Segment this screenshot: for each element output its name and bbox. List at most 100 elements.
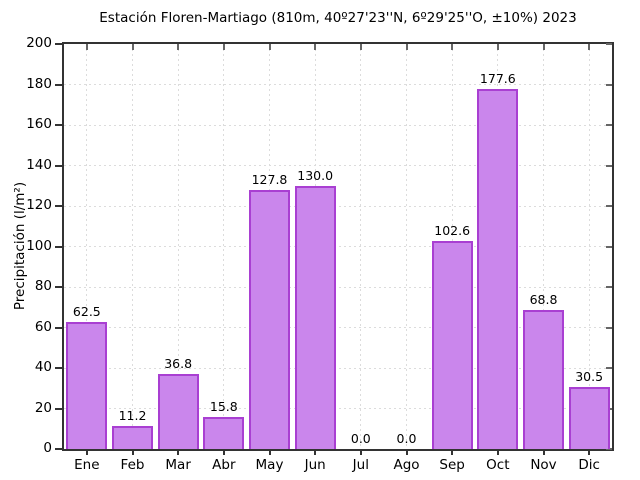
bar	[157, 374, 199, 449]
y-tick-right	[606, 164, 612, 167]
x-tick-label: Ene	[74, 457, 100, 473]
x-tick-top	[496, 44, 499, 50]
y-tick-left	[55, 43, 62, 45]
x-tick-label: Jul	[352, 457, 369, 473]
x-tick-label: Abr	[212, 457, 236, 473]
bar-value-label: 68.8	[529, 291, 558, 307]
y-tick-label: 160	[26, 116, 52, 132]
bar-value-label: 102.6	[434, 223, 471, 239]
y-tick-label: 120	[26, 197, 52, 213]
y-tick-label: 80	[34, 278, 52, 294]
y-tick-right	[606, 43, 612, 45]
bar-value-label: 0.0	[396, 431, 417, 446]
y-gridline	[64, 367, 612, 369]
y-tick-left	[55, 367, 62, 369]
x-tick-bottom	[496, 449, 499, 455]
y-tick-left	[55, 83, 62, 86]
bar	[431, 241, 473, 449]
x-tick-label: Feb	[120, 457, 145, 473]
x-tick-bottom	[85, 449, 88, 455]
y-tick-left	[55, 124, 62, 126]
y-gridline	[64, 84, 612, 85]
bar-value-label: 127.8	[251, 172, 288, 188]
y-tick-right	[606, 205, 612, 207]
y-tick-label: 0	[43, 440, 52, 456]
x-tick-top	[85, 44, 88, 50]
x-tick-label: Sep	[439, 457, 465, 473]
x-tick-bottom	[359, 449, 362, 455]
x-tick-label: Ago	[393, 457, 420, 473]
plot-area: 62.5 11.2 36.8 15.8 127.8 130.0 0.0 0.0 102.6 177…	[62, 42, 614, 451]
y-tick-left	[55, 164, 62, 167]
x-tick-top	[451, 44, 454, 50]
x-tick-bottom	[588, 449, 591, 455]
y-tick-label: 20	[34, 399, 52, 416]
y-tick-left	[55, 205, 62, 207]
x-tick-label: Jun	[304, 457, 326, 473]
x-gridline	[86, 44, 88, 449]
bar-value-label: 15.8	[209, 399, 238, 414]
y-gridline	[64, 408, 612, 409]
bar	[112, 426, 153, 449]
bar-value-label: 11.2	[118, 408, 147, 424]
bar	[568, 387, 610, 449]
x-tick-bottom	[405, 449, 408, 455]
y-gridline	[64, 124, 612, 126]
x-gridline	[177, 44, 179, 449]
x-gridline	[543, 44, 544, 449]
y-tick-label: 140	[26, 156, 52, 173]
x-tick-top	[268, 44, 271, 50]
x-tick-label: Dic	[578, 457, 600, 473]
y-gridline	[64, 205, 612, 207]
y-tick-right	[606, 124, 612, 126]
y-tick-left	[55, 326, 62, 329]
chart-title: Estación Floren-Martiago (810m, 40º27'23…	[99, 10, 577, 26]
x-tick-top	[359, 44, 362, 50]
bar-value-label: 177.6	[479, 71, 516, 87]
bar	[477, 89, 519, 449]
x-gridline	[360, 44, 362, 449]
x-tick-bottom	[542, 449, 545, 455]
x-tick-top	[314, 44, 317, 50]
x-gridline	[588, 44, 590, 449]
y-tick-right	[606, 326, 612, 329]
bar	[523, 309, 564, 449]
bar	[203, 417, 245, 449]
x-gridline	[223, 44, 225, 449]
bar	[249, 190, 290, 449]
y-tick-label: 60	[34, 318, 52, 335]
bar-value-label: 0.0	[350, 431, 371, 446]
x-tick-bottom	[131, 449, 134, 455]
y-tick-left	[55, 286, 62, 288]
bar	[294, 185, 336, 449]
x-tick-label: Oct	[486, 457, 510, 473]
y-tick-label: 200	[26, 35, 52, 51]
x-tick-bottom	[268, 449, 271, 455]
y-tick-right	[606, 245, 612, 248]
bar	[66, 322, 108, 449]
y-tick-label: 180	[26, 75, 52, 92]
x-tick-bottom	[314, 449, 317, 455]
y-gridline	[64, 286, 612, 288]
bar-value-label: 130.0	[297, 167, 334, 183]
x-tick-label: Mar	[165, 457, 191, 473]
x-gridline	[406, 44, 407, 449]
x-tick-bottom	[451, 449, 454, 455]
y-tick-right	[606, 367, 612, 369]
y-tick-left	[55, 245, 62, 248]
x-tick-top	[405, 44, 408, 50]
bar-value-label: 30.5	[575, 369, 604, 385]
x-tick-top	[222, 44, 225, 50]
y-tick-label: 40	[34, 359, 52, 375]
x-gridline	[132, 44, 133, 449]
y-gridline	[64, 327, 612, 328]
y-tick-right	[606, 286, 612, 288]
x-tick-top	[177, 44, 180, 50]
bar-value-label: 62.5	[72, 304, 101, 320]
y-gridline	[64, 246, 612, 247]
y-tick-right	[606, 83, 612, 86]
x-tick-top	[131, 44, 134, 50]
x-tick-label: Nov	[530, 457, 557, 473]
y-tick-label: 100	[26, 237, 52, 254]
